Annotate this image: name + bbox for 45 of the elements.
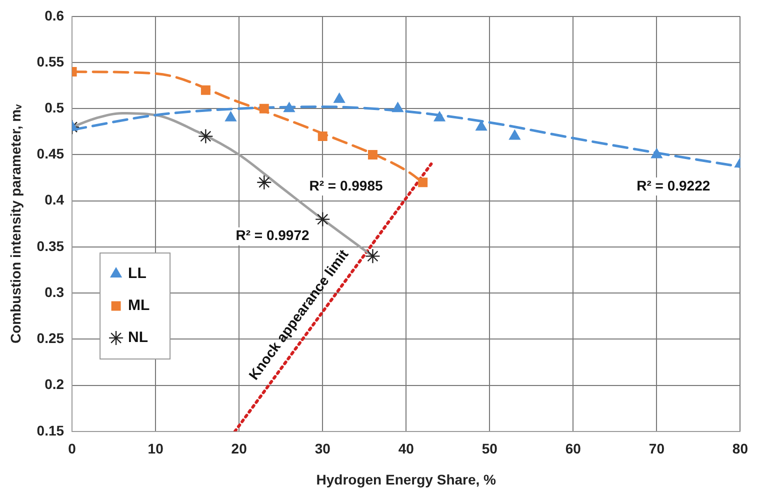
point <box>198 128 214 144</box>
y-tick-label: 0.45 <box>36 146 64 162</box>
x-tick-label: 70 <box>648 440 665 457</box>
y-axis-title: Combustion intensity parameter, mᵥ <box>7 103 24 344</box>
x-axis-title: Hydrogen Energy Share, % <box>316 471 497 488</box>
y-tick-label: 0.4 <box>44 192 64 208</box>
point <box>284 102 295 112</box>
point <box>434 111 446 122</box>
y-tick-label: 0.2 <box>44 376 64 392</box>
point <box>365 248 380 264</box>
legend-label: NL <box>128 329 148 346</box>
point <box>256 174 272 190</box>
point <box>392 102 404 112</box>
point <box>318 132 328 142</box>
x-tick-label: 80 <box>732 440 748 457</box>
x-tick-label: 30 <box>314 440 331 457</box>
x-tick-label: 60 <box>565 440 582 457</box>
point <box>334 92 346 103</box>
x-tick-label: 10 <box>148 440 164 457</box>
legend-label: ML <box>128 297 150 314</box>
legend-label: LL <box>128 265 146 282</box>
y-tick-label: 0.5 <box>44 99 64 116</box>
x-tick-label: 0 <box>68 440 76 457</box>
y-tick-label: 0.3 <box>44 284 64 300</box>
x-tick-label: 40 <box>398 440 414 457</box>
y-tick-label: 0.55 <box>36 53 64 70</box>
x-tick-label: 50 <box>482 440 498 457</box>
point <box>259 104 269 114</box>
point <box>200 85 210 95</box>
y-tick-label: 0.35 <box>36 238 64 254</box>
annotation: R² = 0.9985 <box>309 177 383 194</box>
x-tick-label: 20 <box>231 440 248 457</box>
y-tick-label: 0.6 <box>44 7 64 24</box>
line-series <box>72 106 740 168</box>
point <box>509 130 520 140</box>
point <box>225 111 236 122</box>
point <box>476 120 487 131</box>
point <box>650 148 662 158</box>
y-tick-label: 0.15 <box>36 422 64 438</box>
point <box>368 150 378 160</box>
point <box>418 178 428 188</box>
point <box>315 212 330 227</box>
annotation: R² = 0.9972 <box>236 227 310 244</box>
annotation: R² = 0.9222 <box>636 177 710 194</box>
y-tick-label: 0.25 <box>36 330 64 346</box>
